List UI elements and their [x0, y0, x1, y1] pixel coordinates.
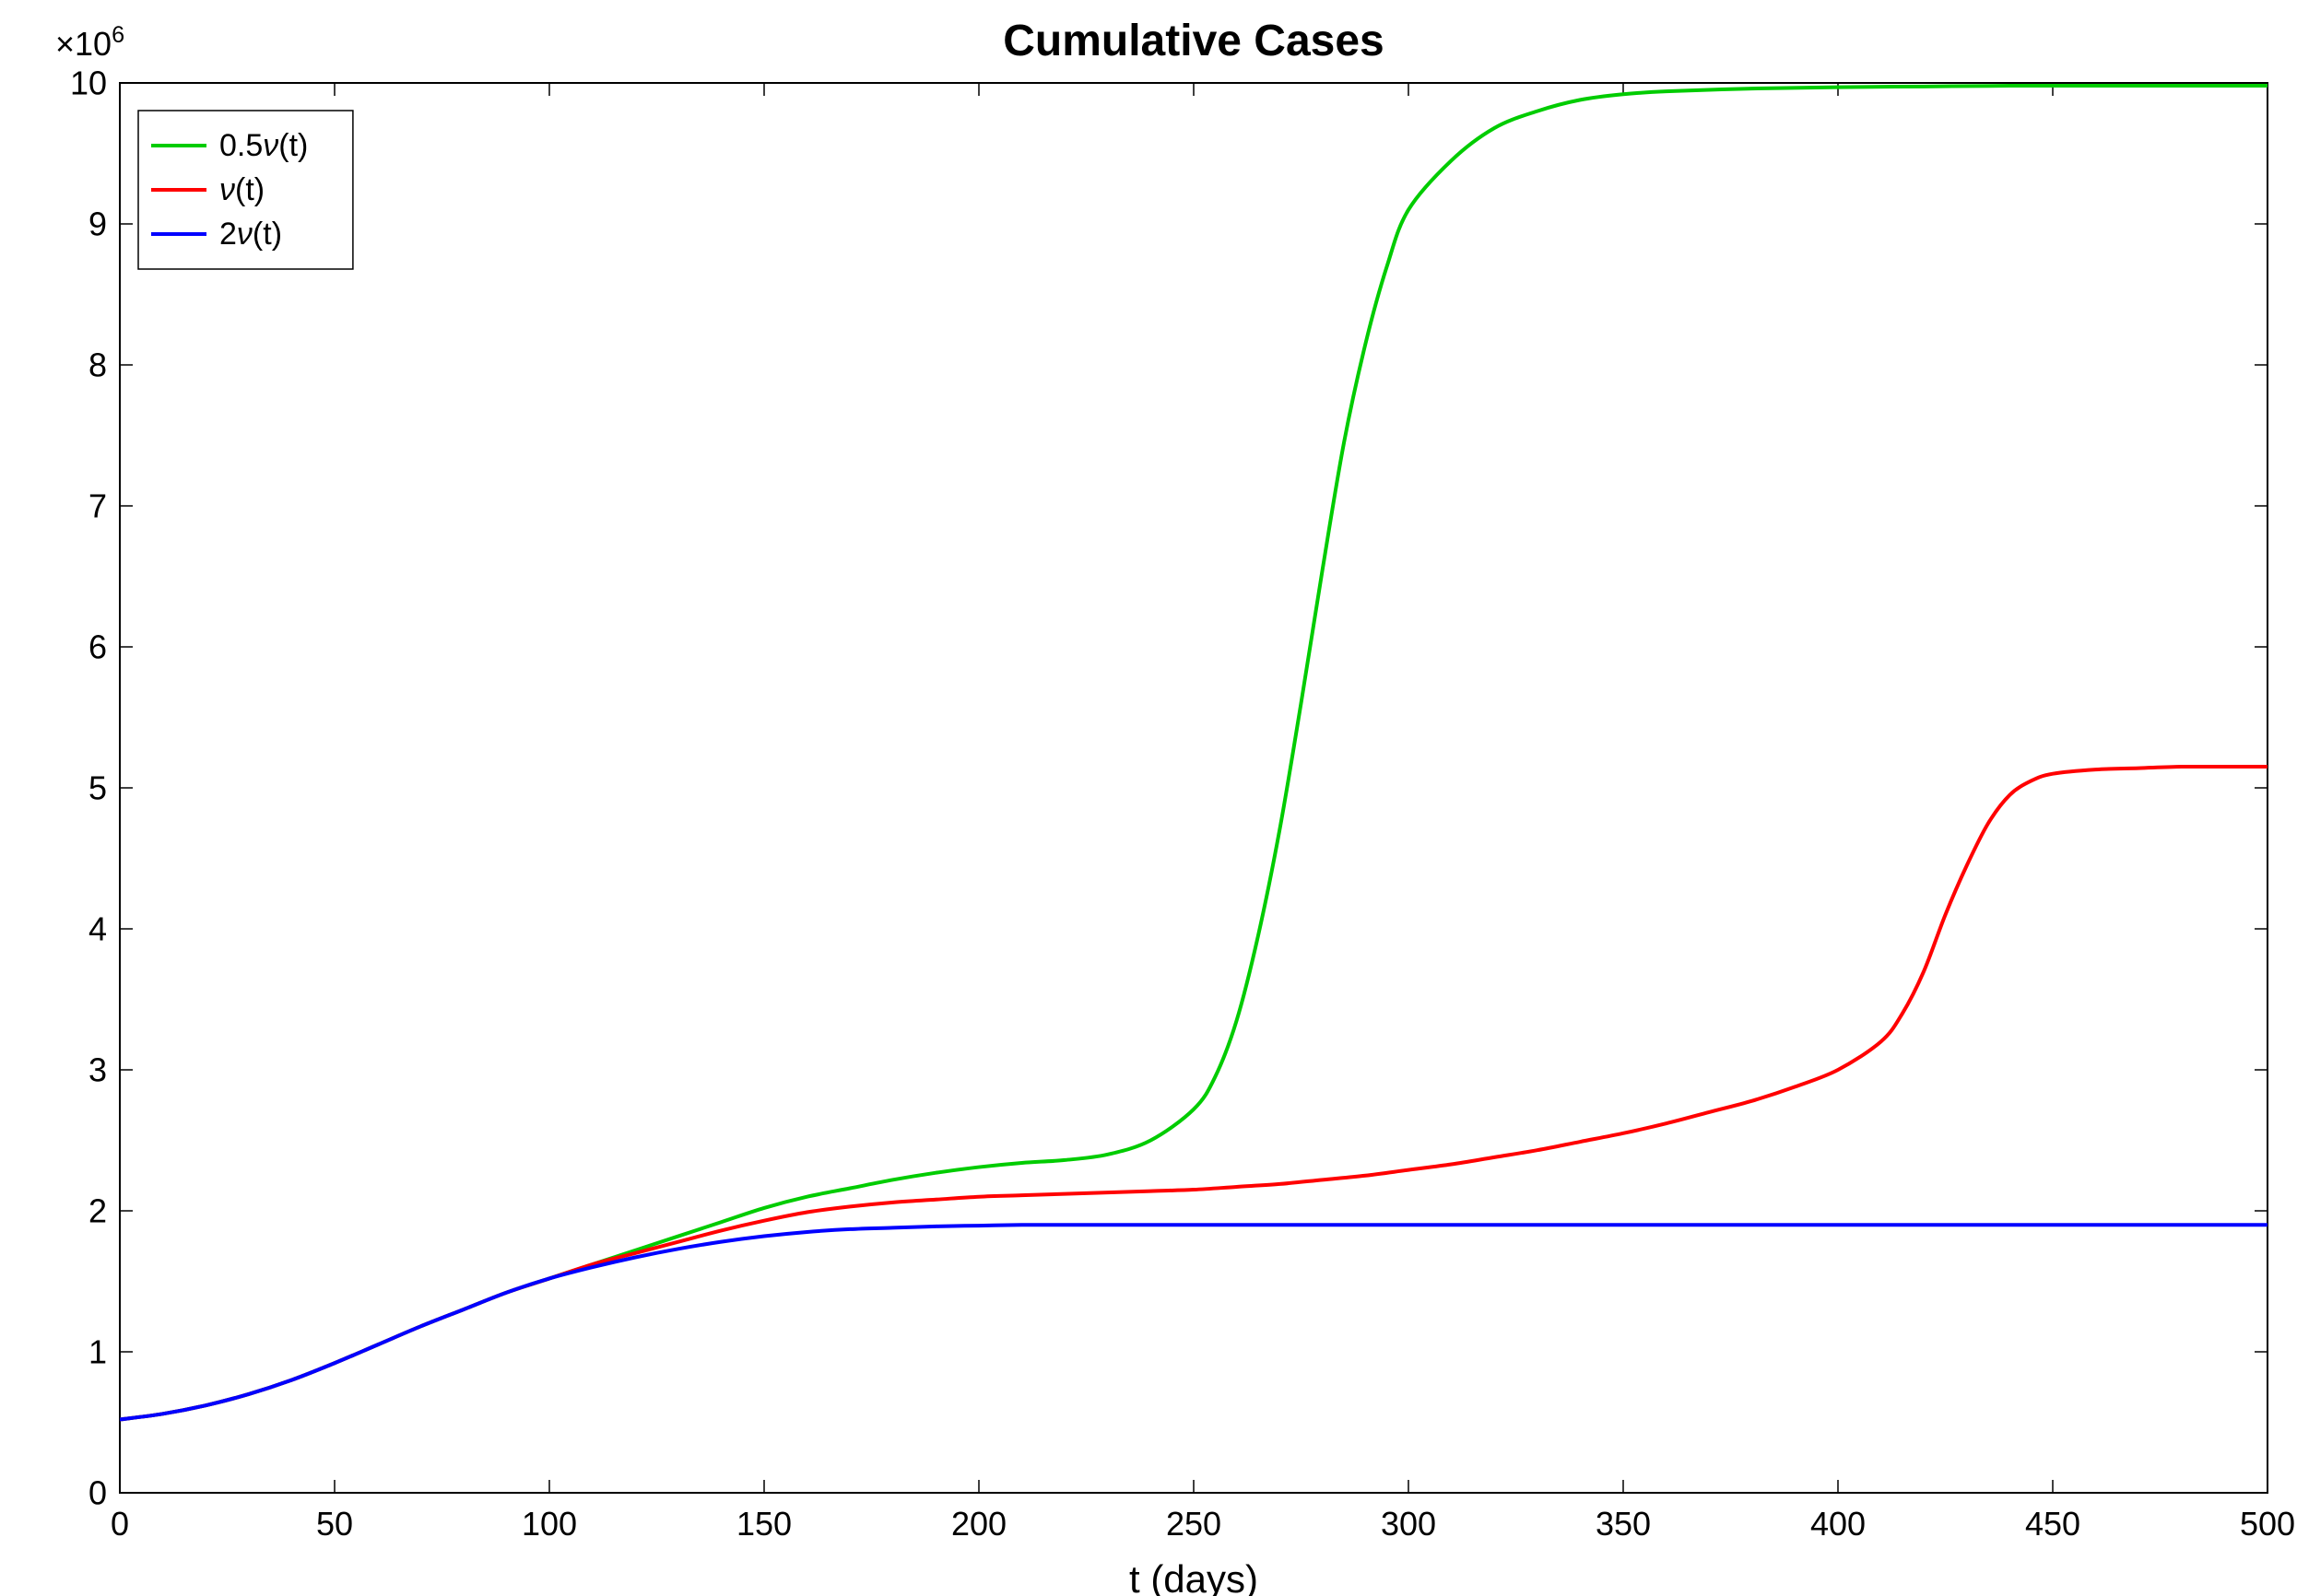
x-tick-label: 150: [736, 1505, 792, 1543]
y-tick-label: 3: [88, 1051, 107, 1089]
y-tick-label: 4: [88, 910, 107, 948]
y-tick-label: 5: [88, 769, 107, 807]
y-tick-label: 6: [88, 628, 107, 666]
x-axis-label: t (days): [1129, 1557, 1258, 1596]
y-tick-label: 2: [88, 1192, 107, 1230]
legend-label: 0.5ν(t): [219, 128, 308, 163]
chart-title: Cumulative Cases: [1003, 17, 1384, 65]
legend-label: 2ν(t): [219, 217, 282, 252]
y-tick-label: 0: [88, 1474, 107, 1512]
x-tick-label: 0: [111, 1505, 129, 1543]
chart-container: Cumulative Cases050100150200250300350400…: [0, 0, 2297, 1596]
y-tick-label: 7: [88, 487, 107, 525]
x-tick-label: 400: [1810, 1505, 1866, 1543]
legend: 0.5ν(t) ν(t) 2ν(t): [138, 111, 353, 269]
y-tick-label: 10: [70, 65, 107, 102]
x-tick-label: 300: [1381, 1505, 1436, 1543]
line-chart: Cumulative Cases050100150200250300350400…: [0, 0, 2297, 1596]
x-tick-label: 100: [522, 1505, 577, 1543]
x-tick-label: 500: [2240, 1505, 2295, 1543]
x-tick-label: 200: [951, 1505, 1007, 1543]
legend-label: ν(t): [219, 172, 265, 207]
y-tick-label: 8: [88, 346, 107, 384]
x-tick-label: 350: [1596, 1505, 1651, 1543]
y-tick-label: 9: [88, 205, 107, 243]
x-tick-label: 50: [316, 1505, 353, 1543]
y-tick-label: 1: [88, 1333, 107, 1371]
x-tick-label: 250: [1166, 1505, 1221, 1543]
x-tick-label: 450: [2025, 1505, 2080, 1543]
